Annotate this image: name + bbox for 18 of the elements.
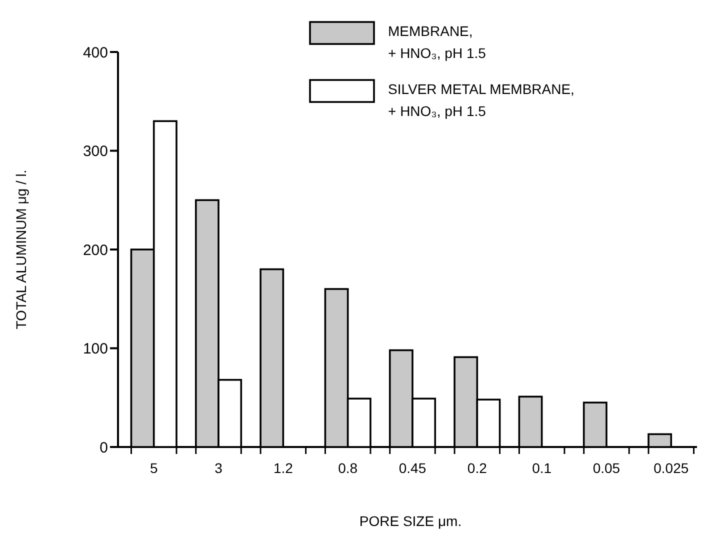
legend-label: MEMBRANE, + HNO₃, pH 1.5: [388, 23, 486, 61]
x-tick-label: 1.2: [273, 460, 294, 476]
x-tick-label: 0.2: [467, 460, 488, 476]
y-tick-label: 0: [100, 439, 108, 456]
y-tick-label: 200: [82, 242, 108, 259]
y-tick-label: 400: [82, 44, 108, 62]
y-tick-label: 100: [82, 340, 108, 358]
x-tick-label: 0.05: [592, 460, 620, 476]
legend-label: SILVER METAL MEMBRANE, + HNO₃, pH 1.5: [388, 81, 574, 119]
y-tick-label: 300: [82, 143, 108, 160]
x-axis-title: PORE SIZE μm.: [359, 513, 462, 529]
x-tick-label: 3: [214, 460, 223, 476]
x-tick-label: 0.1: [532, 460, 552, 476]
y-axis-title: TOTAL ALUMINUM μg / l.: [13, 170, 29, 330]
x-tick-label: 5: [150, 460, 158, 476]
x-tick-label: 0.025: [654, 460, 689, 476]
x-tick-label: 0.45: [398, 460, 426, 476]
x-tick-label: 0.8: [338, 460, 358, 476]
